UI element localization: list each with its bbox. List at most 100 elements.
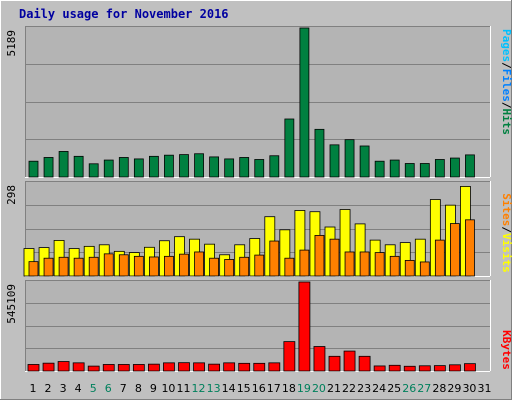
bar-sites-day-17 — [269, 240, 280, 277]
bar-kbytes-day-20 — [313, 346, 326, 372]
legend-files: Files — [500, 69, 512, 102]
legend-separator: / — [500, 62, 512, 69]
bar-kbytes-day-8 — [132, 364, 145, 372]
panel-kbytes: 545109 KBytes — [5, 280, 512, 372]
x-tick-label-day-26: 26 — [402, 382, 416, 395]
bar-kbytes-day-7 — [117, 364, 130, 372]
bar-sites-day-9 — [148, 256, 159, 277]
bar-kbytes-day-19 — [298, 281, 311, 372]
x-tick-label-day-9: 9 — [150, 382, 157, 395]
bar-hits-day-25 — [389, 159, 400, 178]
bar-kbytes-day-6 — [102, 364, 115, 372]
bar-hits-day-16 — [254, 159, 265, 178]
panel-kbytes-scale-max: 545109 — [5, 284, 18, 324]
x-tick-label-day-7: 7 — [120, 382, 127, 395]
bar-sites-day-6 — [103, 253, 114, 277]
x-tick-label-day-29: 29 — [447, 382, 461, 395]
bar-kbytes-day-1 — [27, 364, 40, 372]
bar-sites-day-12 — [194, 251, 204, 277]
panel-kbytes-plot-area — [25, 280, 490, 371]
bar-hits-day-8 — [133, 158, 144, 178]
x-tick-label-day-6: 6 — [105, 382, 112, 395]
bar-sites-day-22 — [344, 251, 355, 277]
x-tick-label-day-10: 10 — [161, 382, 175, 395]
legend-separator: / — [500, 226, 512, 233]
bar-hits-day-26 — [404, 163, 415, 178]
x-tick-label-day-8: 8 — [135, 382, 142, 395]
legend-pages: Pages — [500, 29, 512, 62]
x-tick-label-day-31: 31 — [478, 382, 492, 395]
bar-kbytes-day-11 — [178, 362, 190, 372]
x-tick-label-day-11: 11 — [177, 382, 191, 395]
bar-hits-day-10 — [164, 154, 174, 178]
bar-kbytes-day-14 — [223, 362, 236, 372]
bar-hits-day-7 — [118, 157, 129, 178]
bar-sites-day-20 — [314, 235, 325, 277]
x-tick-label-day-23: 23 — [357, 382, 371, 395]
bar-sites-day-25 — [389, 255, 400, 277]
bar-kbytes-day-5 — [87, 365, 100, 372]
bar-kbytes-day-2 — [42, 362, 55, 372]
x-tick-label-day-17: 17 — [267, 382, 281, 395]
bar-sites-day-3 — [58, 256, 69, 277]
legend-sites: Sites — [500, 193, 512, 226]
bar-sites-day-1 — [28, 261, 39, 277]
bar-hits-day-13 — [209, 156, 220, 178]
x-tick-label-day-13: 13 — [207, 382, 221, 395]
legend-separator: / — [500, 102, 512, 109]
bar-hits-day-21 — [329, 144, 340, 178]
bar-kbytes-day-21 — [328, 355, 341, 372]
bar-kbytes-day-29 — [448, 364, 461, 372]
bar-sites-day-7 — [118, 254, 129, 277]
bar-kbytes-day-12 — [193, 362, 205, 372]
bar-sites-day-24 — [374, 252, 385, 277]
panel-hits-plot-area — [25, 26, 490, 177]
panel-visits-scale-max: 298 — [5, 185, 18, 205]
bar-sites-day-4 — [73, 257, 84, 277]
bar-kbytes-day-10 — [163, 362, 175, 372]
bar-sites-day-10 — [164, 255, 174, 277]
bar-hits-day-3 — [58, 151, 69, 178]
bar-sites-day-5 — [88, 256, 99, 277]
bar-sites-day-26 — [404, 259, 415, 277]
bar-kbytes-day-28 — [433, 365, 446, 372]
bar-sites-day-11 — [179, 253, 189, 277]
bar-kbytes-day-17 — [268, 362, 281, 372]
bar-kbytes-day-15 — [238, 362, 251, 372]
bar-kbytes-day-9 — [147, 363, 160, 372]
bar-kbytes-day-13 — [208, 363, 221, 372]
x-axis-day-labels: 1 2 3 4 5 6 7 8 9 10 11 12 13 14 15 16 17 18 19 20 21 22 23 24 2… — [30, 382, 492, 395]
legend-hits: Hits — [500, 109, 512, 136]
x-tick-label-day-1: 1 — [30, 382, 37, 395]
bar-hits-day-20 — [314, 128, 325, 178]
bar-hits-day-22 — [344, 139, 355, 178]
bar-hits-day-9 — [148, 155, 159, 178]
bar-sites-day-13 — [209, 257, 220, 277]
bar-hits-day-17 — [269, 155, 280, 178]
bar-sites-day-29 — [449, 223, 460, 277]
bar-hits-day-18 — [284, 118, 295, 178]
x-tick-label-day-22: 22 — [342, 382, 356, 395]
bar-sites-day-8 — [133, 255, 144, 277]
x-tick-label-day-25: 25 — [387, 382, 401, 395]
x-tick-label-day-27: 27 — [417, 382, 431, 395]
bar-sites-day-23 — [359, 251, 370, 277]
panel-hits: 5189 Pages/Files/Hits — [5, 26, 512, 178]
bar-sites-day-18 — [284, 257, 295, 277]
x-tick-label-day-18: 18 — [282, 382, 296, 395]
bar-sites-day-14 — [224, 259, 235, 277]
bar-hits-day-23 — [359, 145, 370, 178]
bar-kbytes-day-4 — [72, 362, 85, 372]
bar-hits-day-2 — [43, 157, 54, 178]
bar-kbytes-day-25 — [388, 364, 401, 372]
x-tick-label-day-28: 28 — [432, 382, 446, 395]
bar-sites-day-28 — [434, 239, 445, 277]
bar-hits-day-15 — [239, 157, 250, 178]
bar-hits-day-28 — [434, 159, 445, 178]
bar-hits-day-24 — [374, 160, 385, 178]
bar-hits-day-30 — [465, 154, 475, 178]
panel-visits: 298 Sites/Visits — [5, 181, 512, 277]
x-tick-label-day-5: 5 — [90, 382, 97, 395]
